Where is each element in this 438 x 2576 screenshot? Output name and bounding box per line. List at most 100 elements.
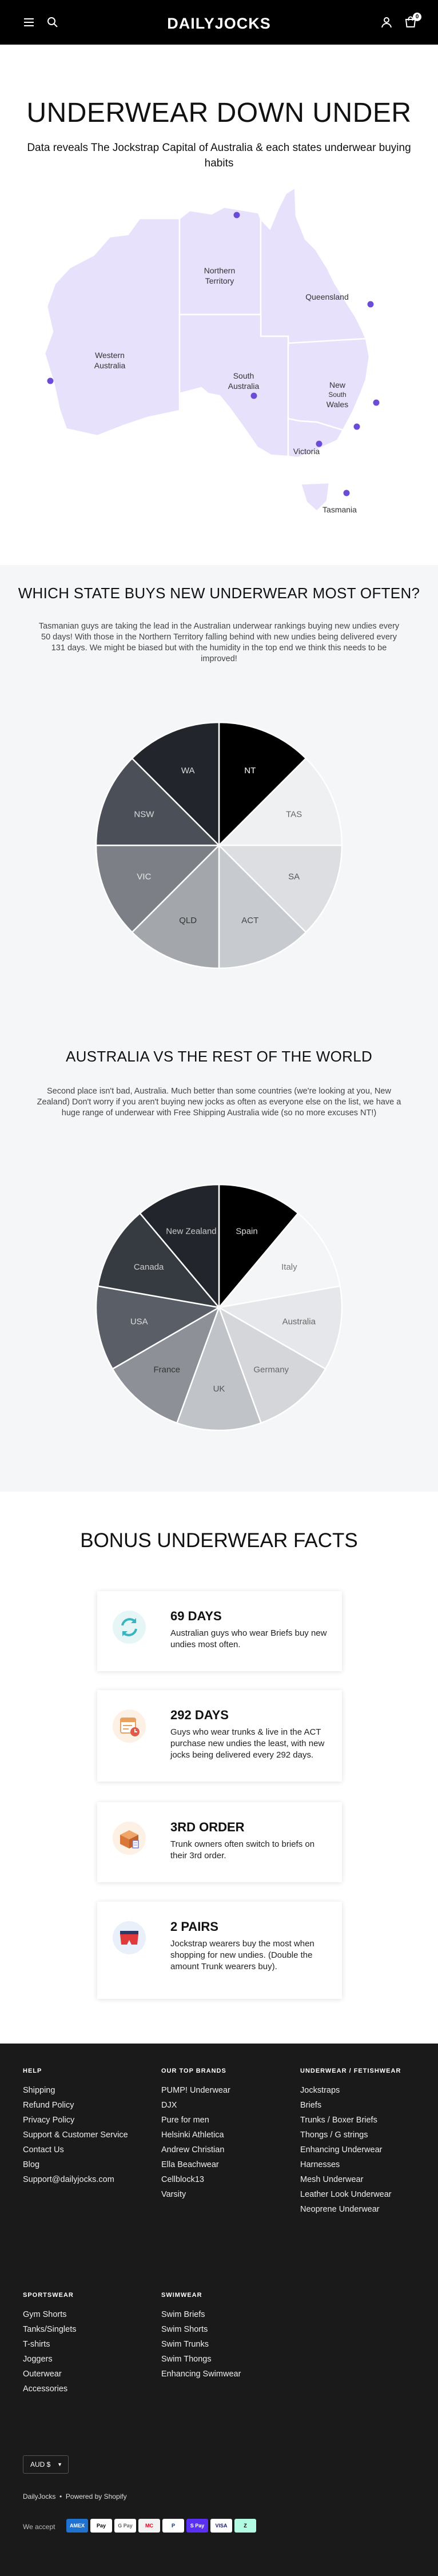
map-dot-sa <box>250 392 257 399</box>
map-label-nsw-1: New <box>329 380 346 389</box>
pie-slice-vic <box>95 844 221 933</box>
fact-body: Trunk owners often switch to briefs on t… <box>170 1839 315 1861</box>
state-wa <box>43 217 181 437</box>
pie-label: USA <box>130 1317 148 1327</box>
footer-link[interactable]: Enhancing Swimwear <box>161 2370 241 2379</box>
footer-link[interactable]: Refund Policy <box>23 2101 74 2110</box>
footer-link[interactable]: Pure for men <box>161 2116 209 2125</box>
map-label-nsw-3: Wales <box>326 400 348 409</box>
state-nt <box>178 206 262 316</box>
search-icon[interactable] <box>46 15 59 29</box>
pie-slice-usa <box>95 1285 221 1370</box>
footer-link[interactable]: Tanks/Singlets <box>23 2325 77 2334</box>
brand-link[interactable]: DailyJocks <box>23 2492 56 2501</box>
currency-value: AUD $ <box>30 2460 51 2468</box>
world-section-title: AUSTRALIA VS THE REST OF THE WORLD <box>65 1048 373 1065</box>
currency-selector[interactable]: AUD $ ▼ <box>23 2455 69 2474</box>
map-label-nt-1: Northern <box>204 266 235 275</box>
payment-icon: G Pay <box>114 2519 136 2533</box>
fact-card: 292 DAYS Guys who wear trunks & live in … <box>97 1690 342 1782</box>
cart-icon[interactable]: 0 <box>404 13 421 29</box>
world-section-text: Second place isn't bad, Australia. Much … <box>37 1087 401 1118</box>
footer-link[interactable]: Gym Shorts <box>23 2310 67 2319</box>
footer-link[interactable]: Support@dailyjocks.com <box>23 2175 114 2184</box>
pie-slice-france <box>112 1306 221 1424</box>
footer-link[interactable]: DJX <box>161 2101 177 2110</box>
pie-label: VIC <box>137 872 151 881</box>
footer-link[interactable]: Contact Us <box>23 2145 64 2154</box>
footer-link[interactable]: PUMP! Underwear <box>161 2086 230 2095</box>
footer-link[interactable]: Leather Look Underwear <box>300 2190 392 2199</box>
pie-slice-sa <box>217 844 343 933</box>
fact-heading: 292 DAYS <box>170 1708 229 1722</box>
facts-title: BONUS UNDERWEAR FACTS <box>80 1529 358 1552</box>
map-label-tas: Tasmania <box>322 505 357 514</box>
pie-label: Germany <box>253 1365 289 1375</box>
footer-link[interactable]: Ella Beachwear <box>161 2160 219 2169</box>
payment-icon: Pay <box>90 2519 112 2533</box>
page-title: UNDERWEAR DOWN UNDER <box>26 98 412 128</box>
pie-slice-tas <box>217 757 343 846</box>
footer-link[interactable]: Swim Briefs <box>161 2310 205 2319</box>
page-subtitle: Data reveals The Jockstrap Capital of Au… <box>27 142 411 169</box>
footer-link[interactable]: Joggers <box>23 2355 53 2364</box>
refresh-cycle-icon <box>112 1610 146 1644</box>
map-dot-vic <box>316 440 322 447</box>
pie-label: TAS <box>286 810 302 820</box>
footer-link[interactable]: Helsinki Athletica <box>161 2130 224 2140</box>
footer-link[interactable]: Enhancing Underwear <box>300 2145 383 2154</box>
footer-link[interactable]: Swim Thongs <box>161 2355 212 2364</box>
payment-icon: P <box>162 2519 184 2533</box>
map-label-vic: Victoria <box>293 447 320 456</box>
footer-link[interactable]: Harnesses <box>300 2160 340 2169</box>
pie-slice-italy <box>217 1212 341 1309</box>
pie-slice-uk <box>176 1305 262 1432</box>
states-section-text: Tasmanian guys are taking the lead in th… <box>38 622 400 663</box>
footer-link[interactable]: Swim Shorts <box>161 2325 208 2334</box>
footer-link[interactable]: Support & Customer Service <box>23 2130 128 2140</box>
footer-link[interactable]: Blog <box>23 2160 40 2169</box>
footer-heading: HELP <box>23 2068 42 2074</box>
map-dot-wa <box>47 377 54 384</box>
state-sa <box>178 313 289 458</box>
pie-label: WA <box>181 766 195 776</box>
footer-link[interactable]: Jockstraps <box>300 2086 340 2095</box>
footer-link[interactable]: Outerwear <box>23 2370 62 2379</box>
footer-link[interactable]: Andrew Christian <box>161 2145 225 2154</box>
footer-heading: SPORTSWEAR <box>23 2292 74 2299</box>
site-logo[interactable]: DAILYJOCKS <box>167 15 271 32</box>
pie-label: UK <box>213 1384 225 1394</box>
pie-label: QLD <box>179 916 197 925</box>
footer-link[interactable]: Varsity <box>161 2190 186 2199</box>
pie-label: New Zealand <box>166 1227 216 1237</box>
footer-link[interactable]: Swim Trunks <box>161 2340 209 2349</box>
footer-col-sportswear: SPORTSWEAR Gym Shorts Tanks/Singlets T-s… <box>23 2292 77 2396</box>
map-label-nt-2: Territory <box>205 276 234 285</box>
footer-link[interactable]: Privacy Policy <box>23 2116 75 2125</box>
footer-link[interactable]: Shipping <box>23 2086 55 2095</box>
footer-link[interactable]: Cellblock13 <box>161 2175 204 2184</box>
pie-label: Italy <box>281 1262 297 1272</box>
states-pie-chart: NT TAS SA ACT QLD VIC NSW WA <box>95 721 343 969</box>
map-dot-qld <box>367 301 374 308</box>
footer-link[interactable]: Accessories <box>23 2384 68 2394</box>
pie-slice-nsw <box>95 757 221 846</box>
map-section: UNDERWEAR DOWN UNDER Data reveals The Jo… <box>0 45 438 565</box>
footer-link[interactable]: Mesh Underwear <box>300 2175 364 2184</box>
footer-link[interactable]: Neoprene Underwear <box>300 2205 380 2214</box>
state-vic <box>287 418 344 459</box>
we-accept-label: We accept <box>23 2523 55 2531</box>
menu-icon[interactable] <box>23 15 37 29</box>
shopify-link[interactable]: Powered by Shopify <box>65 2492 127 2501</box>
chevron-down-icon: ▼ <box>57 2462 62 2467</box>
map-dot-tas <box>343 490 350 496</box>
footer-link[interactable]: T-shirts <box>23 2340 50 2349</box>
map-dot-act <box>353 423 360 430</box>
footer-link[interactable]: Trunks / Boxer Briefs <box>300 2116 377 2125</box>
pie-label: NSW <box>134 810 154 820</box>
footer-link[interactable]: Briefs <box>300 2101 322 2110</box>
footer-link[interactable]: Thongs / G strings <box>300 2130 368 2140</box>
footer-heading: UNDERWEAR / FETISHWEAR <box>300 2068 401 2074</box>
facts-section: BONUS UNDERWEAR FACTS 69 DAYS Australian… <box>0 1492 438 2044</box>
account-icon[interactable] <box>380 15 393 29</box>
